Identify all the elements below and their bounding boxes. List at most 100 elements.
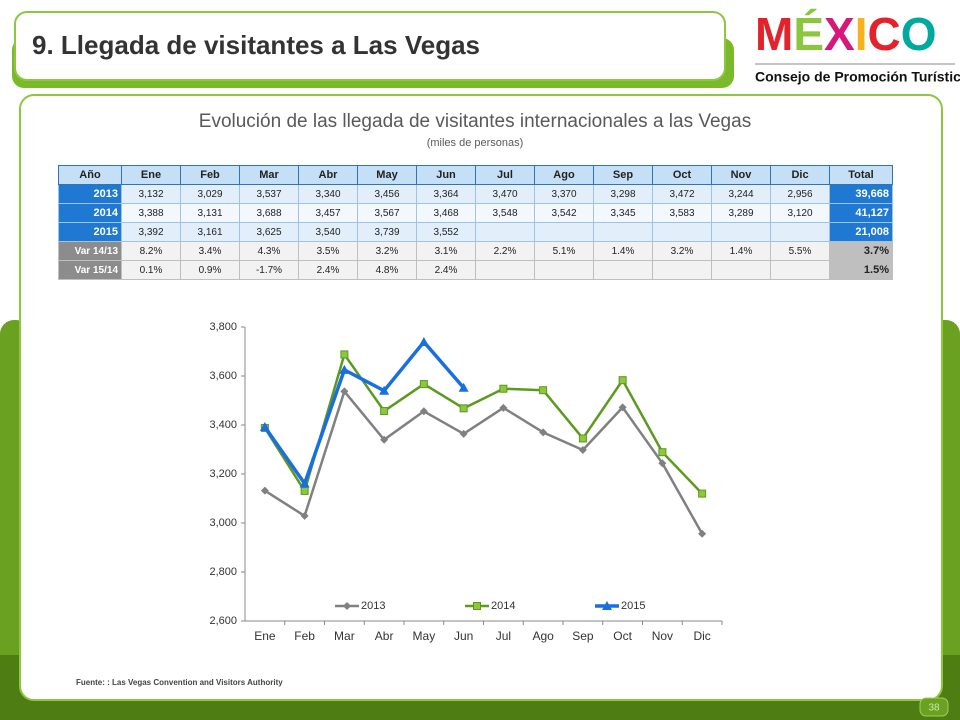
table-cell: 3,537 bbox=[239, 184, 299, 204]
column-header: Oct bbox=[652, 165, 712, 185]
x-tick-label: Feb bbox=[294, 629, 315, 643]
table-cell: 3,625 bbox=[239, 222, 299, 242]
table-cell: 1.4% bbox=[711, 241, 771, 261]
data-point bbox=[499, 403, 508, 412]
table-cell: 2.2% bbox=[475, 241, 535, 261]
table-cell: 3,364 bbox=[416, 184, 476, 204]
data-point bbox=[379, 385, 390, 395]
data-point bbox=[380, 435, 389, 444]
table-cell: 3,470 bbox=[475, 184, 535, 204]
table-cell: 3,567 bbox=[357, 203, 417, 223]
y-tick-label: 2,800 bbox=[209, 566, 237, 578]
column-header: Sep bbox=[593, 165, 653, 185]
y-tick-label: 2,600 bbox=[209, 615, 237, 627]
data-point bbox=[578, 434, 587, 443]
column-header: Total bbox=[829, 165, 893, 185]
table-cell: Var 15/14 bbox=[58, 260, 122, 280]
table-row: Var 14/13 8.2% 3.4% 4.3% 3.5% 3.2% 3.1% 2.2% 5.1… bbox=[58, 241, 893, 261]
column-header: Jul bbox=[475, 165, 535, 185]
table-cell: 2013 bbox=[58, 184, 122, 204]
column-header: Ago bbox=[534, 165, 594, 185]
data-point bbox=[380, 407, 389, 416]
logo-tagline: Consejo de Promoción Turística bbox=[755, 69, 960, 85]
chart-subtitle: (miles de personas) bbox=[427, 137, 524, 149]
table-header: Año Ene Feb Mar Abr May Jun Jul Ago Sep Oct Nov Dic T… bbox=[58, 165, 893, 185]
y-tick-label: 3,400 bbox=[209, 419, 237, 431]
y-tick-label: 3,600 bbox=[209, 370, 237, 382]
y-tick-label: 3,800 bbox=[209, 321, 237, 333]
legend-label: 2013 bbox=[361, 600, 385, 612]
table-cell: 3,472 bbox=[652, 184, 712, 204]
column-header: Feb bbox=[180, 165, 240, 185]
table-cell: 3.5% bbox=[298, 241, 358, 261]
x-tick-label: Dic bbox=[693, 629, 710, 643]
table-cell: 3,542 bbox=[534, 203, 594, 223]
data-table: Año Ene Feb Mar Abr May Jun Jul Ago Sep Oct Nov Dic T… bbox=[58, 165, 893, 280]
column-header: Año bbox=[58, 165, 122, 185]
column-header: Jun bbox=[416, 165, 476, 185]
table-cell bbox=[593, 260, 653, 280]
table-cell: 3.2% bbox=[357, 241, 417, 261]
table-cell: 3.4% bbox=[180, 241, 240, 261]
table-cell: 3,388 bbox=[121, 203, 181, 223]
table-cell: 2.4% bbox=[416, 260, 476, 280]
table-cell: 4.8% bbox=[357, 260, 417, 280]
legend-marker bbox=[602, 601, 612, 610]
data-point bbox=[618, 403, 627, 412]
x-tick-label: Jul bbox=[496, 629, 511, 643]
legend-marker bbox=[343, 602, 351, 610]
table-cell: 3.7% bbox=[829, 241, 893, 261]
data-point bbox=[419, 380, 428, 389]
logo-brand: MÉXICO bbox=[755, 8, 937, 60]
legend-label: 2014 bbox=[491, 600, 515, 612]
table-cell: 3,548 bbox=[475, 203, 535, 223]
series-line bbox=[264, 390, 704, 535]
data-point bbox=[698, 489, 707, 498]
table-cell bbox=[475, 260, 535, 280]
header-title: 9. Llegada de visitantes a Las Vegas bbox=[32, 30, 480, 60]
table-cell: 3,120 bbox=[770, 203, 830, 223]
data-point bbox=[300, 511, 309, 520]
table-cell: 3,298 bbox=[593, 184, 653, 204]
data-point bbox=[578, 445, 587, 454]
table-cell: 3,370 bbox=[534, 184, 594, 204]
table-cell: 3,456 bbox=[357, 184, 417, 204]
x-tick-label: Sep bbox=[572, 629, 594, 643]
data-point bbox=[419, 407, 428, 416]
table-cell: Var 14/13 bbox=[58, 241, 122, 261]
table-cell: 2015 bbox=[58, 222, 122, 242]
table-cell: 3,688 bbox=[239, 203, 299, 223]
table-cell: 3,457 bbox=[298, 203, 358, 223]
data-point bbox=[260, 486, 269, 495]
table-cell: 2.4% bbox=[298, 260, 358, 280]
data-point bbox=[539, 386, 548, 395]
table-cell: 3,244 bbox=[711, 184, 771, 204]
data-point bbox=[418, 336, 429, 346]
table-cell: 2,956 bbox=[770, 184, 830, 204]
data-point bbox=[499, 384, 508, 393]
table-cell: 3,340 bbox=[298, 184, 358, 204]
x-tick-label: Ago bbox=[532, 629, 554, 643]
table-cell: 2014 bbox=[58, 203, 122, 223]
column-header: Dic bbox=[770, 165, 830, 185]
data-point bbox=[458, 382, 469, 392]
table-cell bbox=[711, 260, 771, 280]
legend-label: 2015 bbox=[621, 600, 645, 612]
legend-marker bbox=[473, 602, 481, 610]
table-cell: 3,552 bbox=[416, 222, 476, 242]
table-row: 2015 3,392 3,161 3,625 3,540 3,739 3,552 21,008 bbox=[58, 222, 893, 242]
table-cell bbox=[534, 222, 594, 242]
data-point bbox=[259, 421, 270, 431]
x-tick-label: Oct bbox=[613, 629, 632, 643]
table-row: 2014 3,388 3,131 3,688 3,457 3,567 3,468 3,548 3… bbox=[58, 203, 893, 223]
x-tick-label: Ene bbox=[254, 629, 276, 643]
table-cell bbox=[534, 260, 594, 280]
table-cell: 21,008 bbox=[829, 222, 893, 242]
y-tick-label: 3,200 bbox=[209, 468, 237, 480]
data-point bbox=[459, 429, 468, 438]
data-point bbox=[299, 478, 310, 488]
page-badge bbox=[919, 697, 949, 717]
page-number: 38 bbox=[928, 703, 940, 714]
table-cell: 8.2% bbox=[121, 241, 181, 261]
